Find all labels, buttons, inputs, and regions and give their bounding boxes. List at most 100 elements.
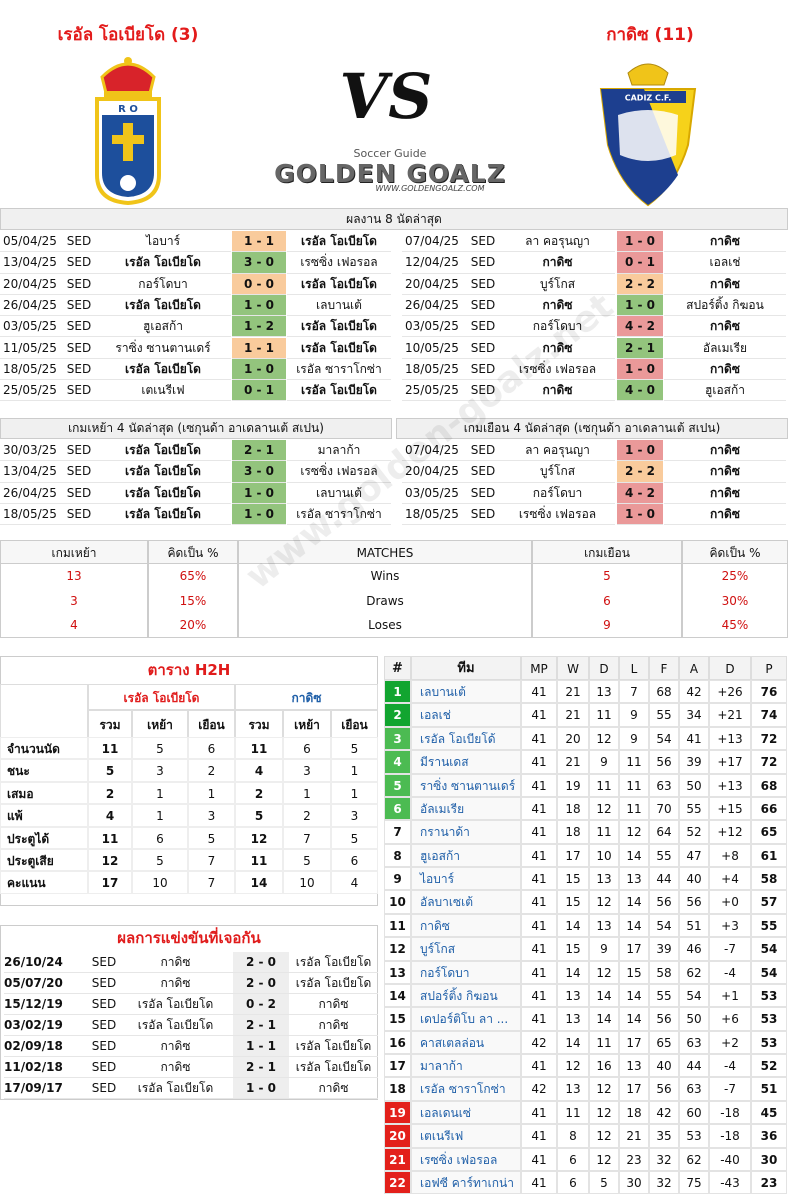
stat-cell: 54 <box>751 960 787 984</box>
meetings-title: ผลการแข่งขันที่เจอกัน <box>117 929 261 947</box>
stat-cell: 65 <box>751 820 787 844</box>
away-team: กาดิซ <box>664 359 786 381</box>
stat-cell: 12 <box>589 1100 619 1125</box>
section-title: เกมเยือน 4 นัดล่าสุด (เซกุนด้า อาเดลานเต… <box>463 421 721 435</box>
stats-cell: 30% <box>682 588 788 614</box>
stat-cell: 12 <box>589 890 619 914</box>
stat-cell: 13 <box>557 983 589 1008</box>
stats-cell: 9 <box>532 613 682 638</box>
stat-cell: 41 <box>521 1100 557 1125</box>
competition: SED <box>84 994 124 1015</box>
stat-cell: 14 <box>557 913 589 938</box>
away-team: กาดิซ <box>664 440 786 462</box>
home-team: เรอัล โอเบียโด <box>95 440 231 462</box>
stat-cell: 5 <box>589 1170 619 1195</box>
score: 2 - 1 <box>617 337 663 359</box>
stat-cell: 21 <box>557 750 589 774</box>
stat-cell: 41 <box>521 867 557 891</box>
score: 1 - 0 <box>617 358 663 381</box>
stat-cell: 41 <box>521 726 557 751</box>
h2h-cell: 5 <box>88 759 132 782</box>
match-date: 07/04/25 <box>402 231 462 253</box>
stat-cell: 51 <box>751 1077 787 1101</box>
stat-cell: 14 <box>619 890 649 914</box>
stat-cell: 21 <box>557 703 589 727</box>
stat-cell: 9 <box>619 703 649 727</box>
meetings-panel <box>0 925 378 1100</box>
match-date: 13/04/25 <box>0 461 60 483</box>
h2h-cell: 5 <box>132 849 188 872</box>
stats-cell: 13 <box>0 564 148 589</box>
stats-cell: 65% <box>148 564 238 589</box>
competition: SED <box>460 359 506 381</box>
score: 1 - 0 <box>233 1078 289 1099</box>
h2h-cell: 11 <box>88 826 132 849</box>
stat-cell: 68 <box>751 773 787 797</box>
stats-cell: 5 <box>532 564 682 589</box>
stat-cell: -18 <box>709 1124 751 1148</box>
stat-cell: +6 <box>709 1007 751 1031</box>
competition: SED <box>60 231 98 253</box>
stat-cell: 41 <box>521 843 557 868</box>
stat-cell: 56 <box>649 890 679 914</box>
team-name: คาสเตลล่อน <box>411 1030 521 1055</box>
stats-cell: Loses <box>238 613 532 638</box>
stat-cell: 12 <box>589 726 619 751</box>
home-team: กาดิซ <box>118 1057 233 1078</box>
rank: 11 <box>384 913 411 938</box>
rank: 12 <box>384 937 411 961</box>
team-name: เตเนรีเฟ <box>411 1124 521 1148</box>
competition: SED <box>460 380 506 402</box>
stat-cell: 58 <box>751 867 787 891</box>
rank: 17 <box>384 1054 411 1078</box>
stat-cell: +13 <box>709 726 751 751</box>
competition: SED <box>460 461 506 483</box>
stats-header: คิดเป็น % <box>148 540 238 564</box>
stat-cell: 13 <box>589 680 619 704</box>
stat-cell: 76 <box>751 680 787 704</box>
team-name: กอร์โดบา <box>411 960 521 984</box>
home-team: เตเนรีเฟ <box>95 380 231 402</box>
away-team: กาดิซ <box>664 461 786 483</box>
stat-cell: 11 <box>589 1030 619 1055</box>
competition: SED <box>60 295 98 317</box>
row-label: ประตูเสีย <box>0 849 88 872</box>
h2h-cell: 1 <box>132 781 188 805</box>
match-date: 18/05/25 <box>0 359 60 381</box>
stat-cell: 55 <box>679 796 709 821</box>
stat-cell: 15 <box>557 937 589 961</box>
table-header: D <box>589 656 619 680</box>
stat-cell: +2 <box>709 1030 751 1055</box>
stat-cell: 23 <box>619 1147 649 1171</box>
competition: SED <box>60 252 98 274</box>
stat-cell: 57 <box>751 890 787 914</box>
match-date: 30/03/25 <box>0 440 60 462</box>
stat-cell: 13 <box>557 1007 589 1031</box>
away-team: เลบานเต้ <box>287 483 391 504</box>
section-title: เกมเหย้า 4 นัดล่าสุด (เซกุนด้า อาเดลานเต… <box>68 421 324 435</box>
column-header: รวม <box>235 710 283 738</box>
team-name: สปอร์ติ้ง กิฆอน <box>411 983 521 1008</box>
competition: SED <box>460 483 506 504</box>
stat-cell: 52 <box>679 820 709 844</box>
h2h-cell: 6 <box>188 737 235 760</box>
team-name: เดปอร์ติโบ ลา ... <box>411 1007 521 1031</box>
score: 2 - 0 <box>233 952 289 973</box>
stat-cell: 12 <box>619 820 649 844</box>
match-date: 18/05/25 <box>0 504 60 526</box>
stat-cell: 53 <box>751 1030 787 1055</box>
stat-cell: 15 <box>557 867 589 891</box>
stat-cell: 36 <box>751 1124 787 1148</box>
home-team: เรซซิ่ง เฟอรอล <box>500 504 615 526</box>
stat-cell: +0 <box>709 890 751 914</box>
section-header <box>0 418 392 439</box>
match-date: 25/05/25 <box>0 380 60 402</box>
match-date: 07/04/25 <box>402 440 462 462</box>
stat-cell: 41 <box>521 820 557 844</box>
score: 1 - 0 <box>232 358 286 381</box>
away-team: ฮูเอสก้า <box>664 380 786 402</box>
rank: 20 <box>384 1124 411 1148</box>
stat-cell: 13 <box>619 1054 649 1078</box>
stat-cell: 6 <box>557 1147 589 1171</box>
stat-cell: 58 <box>649 960 679 984</box>
